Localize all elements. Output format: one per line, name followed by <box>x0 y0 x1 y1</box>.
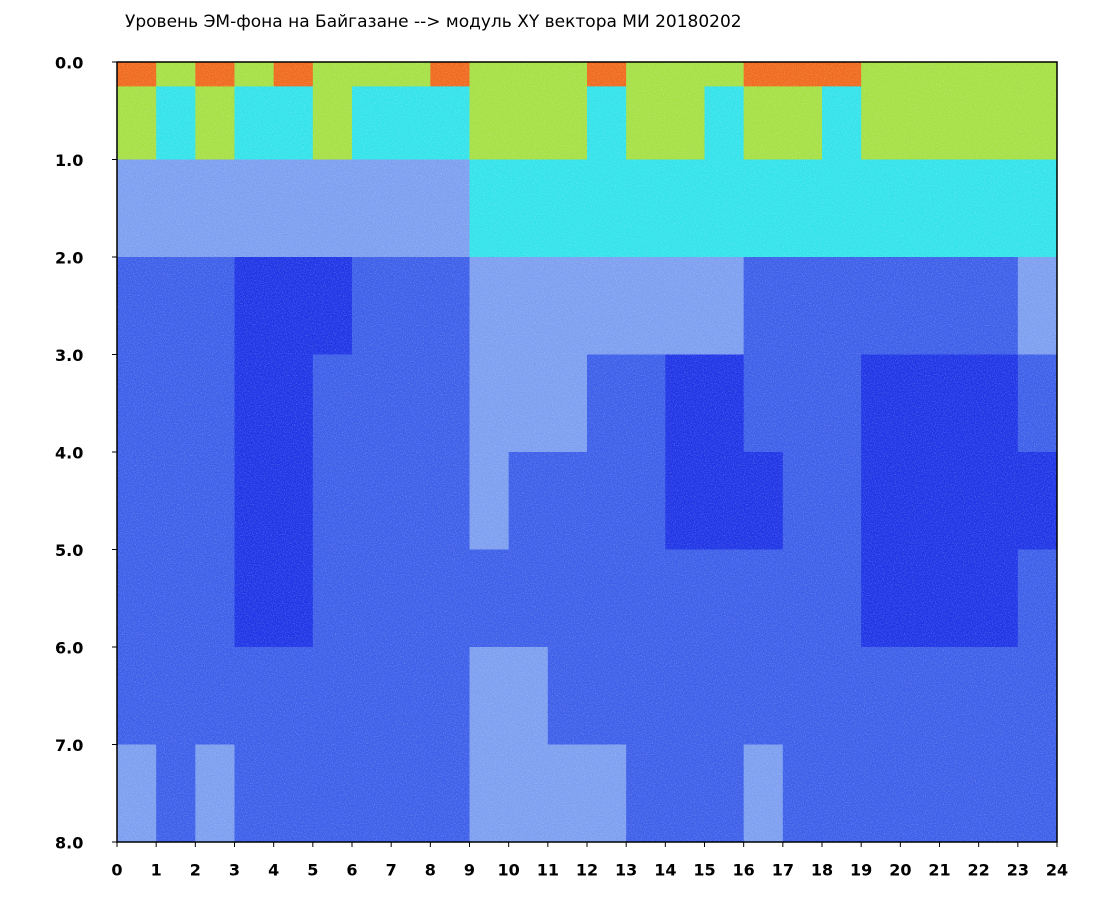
x-tick-label: 15 <box>693 861 715 880</box>
x-tick-label: 0 <box>111 861 122 880</box>
x-tick-label: 6 <box>346 861 357 880</box>
x-tick-label: 24 <box>1046 861 1068 880</box>
x-tick-label: 11 <box>537 861 559 880</box>
y-tick-label: 3.0 <box>55 346 83 365</box>
y-tick-label: 2.0 <box>55 249 83 268</box>
y-tick-label: 8.0 <box>55 834 83 853</box>
y-tick-label: 0.0 <box>55 54 83 73</box>
x-tick-label: 8 <box>425 861 436 880</box>
x-tick-label: 23 <box>1007 861 1029 880</box>
x-tick-label: 22 <box>968 861 990 880</box>
y-tick-label: 7.0 <box>55 736 83 755</box>
x-tick-label: 20 <box>889 861 911 880</box>
x-tick-label: 2 <box>190 861 201 880</box>
y-tick-label: 4.0 <box>55 444 83 463</box>
x-tick-label: 5 <box>307 861 318 880</box>
x-tick-label: 16 <box>733 861 755 880</box>
chart-title: Уровень ЭМ-фона на Байгазане --> модуль … <box>125 12 742 32</box>
x-tick-label: 19 <box>850 861 872 880</box>
x-tick-label: 9 <box>464 861 475 880</box>
x-tick-label: 10 <box>498 861 520 880</box>
y-tick-label: 6.0 <box>55 639 83 658</box>
x-tick-label: 4 <box>268 861 279 880</box>
x-tick-label: 7 <box>386 861 397 880</box>
x-tick-label: 21 <box>928 861 950 880</box>
x-tick-label: 13 <box>615 861 637 880</box>
x-tick-label: 12 <box>576 861 598 880</box>
y-tick-label: 5.0 <box>55 541 83 560</box>
x-tick-label: 18 <box>811 861 833 880</box>
x-tick-label: 3 <box>229 861 240 880</box>
x-tick-label: 1 <box>151 861 162 880</box>
x-tick-label: 14 <box>654 861 676 880</box>
x-tick-label: 17 <box>772 861 794 880</box>
texture <box>117 62 1057 842</box>
y-tick-label: 1.0 <box>55 151 83 170</box>
